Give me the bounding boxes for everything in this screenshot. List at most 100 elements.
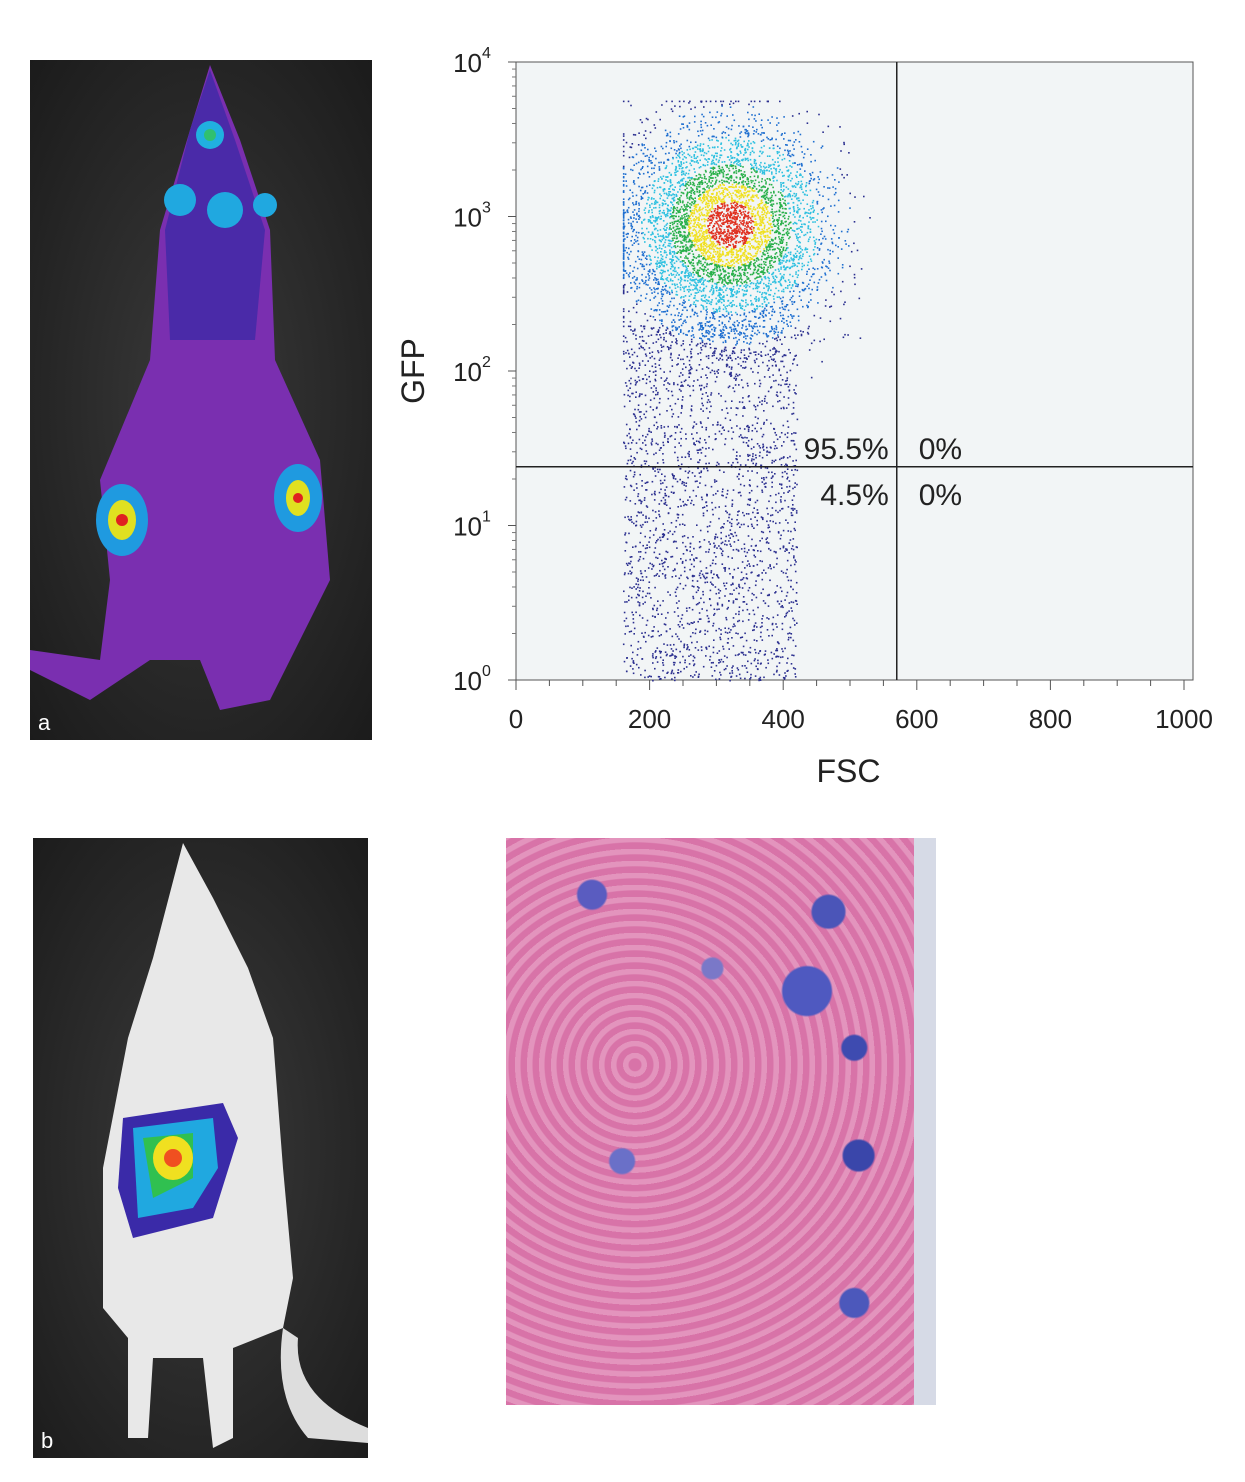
data-point: [716, 188, 718, 190]
data-point: [662, 234, 664, 237]
data-point: [742, 230, 744, 233]
data-point: [696, 315, 699, 317]
data-point: [753, 325, 755, 327]
data-point: [750, 261, 752, 263]
data-point: [765, 264, 767, 266]
data-point: [700, 376, 702, 378]
data-point: [792, 223, 795, 225]
data-point: [718, 255, 721, 257]
data-point: [692, 229, 695, 231]
data-point: [718, 308, 720, 310]
data-point: [701, 234, 704, 236]
data-point: [696, 312, 698, 315]
data-point: [725, 174, 728, 176]
data-point: [641, 232, 643, 235]
data-point: [658, 204, 661, 206]
data-point: [763, 235, 765, 237]
data-point: [773, 256, 776, 258]
data-point: [740, 192, 743, 195]
data-point: [748, 323, 750, 326]
data-point: [709, 208, 712, 210]
data-point: [745, 240, 747, 243]
data-point: [703, 343, 706, 345]
data-point: [747, 182, 750, 185]
data-point: [638, 218, 640, 220]
data-point: [705, 309, 707, 312]
data-point: [648, 160, 651, 162]
data-point: [648, 184, 651, 186]
data-point: [798, 246, 800, 248]
data-point: [687, 177, 689, 179]
data-point: [789, 194, 791, 197]
data-point: [739, 302, 741, 305]
data-point: [651, 187, 654, 190]
data-point: [715, 263, 717, 266]
data-point: [763, 287, 765, 289]
data-point: [679, 249, 681, 251]
data-point: [736, 313, 738, 316]
data-point: [772, 277, 775, 280]
data-point: [681, 123, 683, 125]
data-point: [709, 219, 711, 221]
data-point: [622, 263, 625, 265]
data-point: [737, 280, 739, 282]
data-point: [641, 265, 643, 268]
data-point: [849, 265, 851, 268]
data-point: [744, 131, 746, 134]
data-point: [770, 222, 772, 225]
data-point: [706, 198, 708, 200]
data-point: [763, 204, 765, 206]
data-point: [733, 247, 735, 249]
data-point: [705, 231, 707, 233]
data-point: [774, 260, 776, 263]
data-point: [707, 185, 709, 187]
data-point: [751, 150, 754, 152]
data-point: [718, 172, 721, 175]
data-point: [754, 354, 757, 356]
data-point: [794, 195, 796, 198]
data-point: [668, 233, 671, 235]
data-point: [771, 245, 774, 248]
data-point: [719, 253, 721, 256]
data-point: [698, 289, 701, 292]
data-point: [720, 264, 722, 267]
data-point: [741, 254, 743, 257]
data-point: [701, 225, 704, 227]
data-point: [736, 203, 739, 206]
data-point: [810, 160, 812, 163]
data-point: [632, 203, 635, 206]
data-point: [708, 302, 711, 305]
data-point: [729, 318, 731, 320]
data-point: [651, 292, 653, 294]
data-point: [661, 319, 663, 321]
data-point: [847, 228, 850, 231]
data-point: [797, 319, 800, 322]
data-point: [752, 303, 754, 306]
data-point: [693, 267, 696, 269]
data-point: [776, 124, 778, 126]
data-point: [669, 225, 671, 227]
data-point: [652, 238, 654, 241]
data-point: [653, 309, 655, 312]
data-point: [731, 124, 733, 127]
data-point: [743, 265, 746, 267]
data-point: [771, 257, 774, 259]
data-point: [673, 206, 675, 208]
data-point: [693, 200, 696, 202]
data-point: [827, 198, 830, 201]
data-point: [706, 210, 709, 212]
data-point: [689, 305, 691, 308]
data-point: [677, 286, 679, 288]
data-point: [622, 325, 625, 328]
data-point: [712, 248, 715, 250]
data-point: [742, 264, 744, 266]
data-point: [810, 376, 813, 379]
data-point: [685, 266, 688, 269]
data-point: [712, 291, 714, 294]
data-point: [694, 281, 696, 283]
data-point: [648, 219, 651, 221]
data-point: [722, 191, 725, 193]
data-point: [688, 154, 691, 157]
data-point: [794, 337, 797, 340]
data-point: [635, 311, 638, 314]
